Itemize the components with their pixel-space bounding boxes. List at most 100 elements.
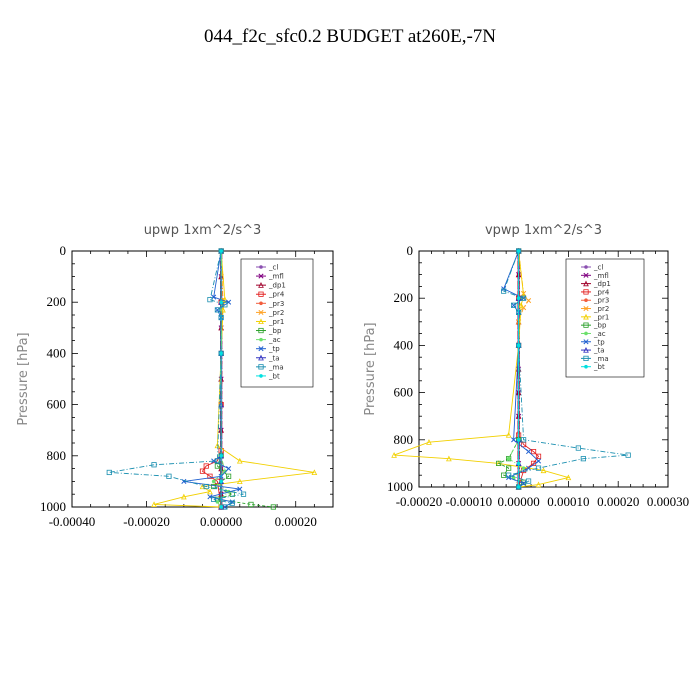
data-point: [214, 458, 221, 464]
legend-marker: [583, 280, 589, 287]
y-tick-label: 1000: [40, 499, 66, 514]
series-line: [109, 250, 244, 508]
y-axis-label: Pressure [hPa]: [363, 322, 378, 415]
legend-label: _bt: [268, 372, 280, 380]
legend-marker: [583, 289, 589, 295]
data-point: [516, 296, 521, 301]
data-point: [580, 456, 586, 462]
legend-label: _pr4: [268, 291, 285, 299]
legend-item: _bt: [256, 372, 280, 380]
legend-label: _ta: [593, 347, 605, 355]
y-tick-label: 0: [407, 243, 414, 258]
data-point: [211, 479, 216, 484]
data-point: [540, 467, 547, 474]
legend-marker: [258, 346, 264, 352]
data-point: [219, 505, 223, 509]
legend-marker: [583, 322, 589, 328]
legend-item: _bt: [581, 363, 605, 371]
x-tick-label: -0.00020: [123, 514, 170, 529]
legend-item: _pr2: [581, 305, 609, 313]
data-point: [506, 456, 512, 462]
legend-label: _tp: [268, 345, 280, 353]
legend-marker: [584, 298, 588, 303]
series-tp: [181, 248, 243, 510]
series-line: [153, 250, 315, 508]
data-point: [511, 302, 517, 308]
legend-label: _dp1: [268, 282, 286, 290]
legend-item: _tp: [581, 338, 605, 346]
data-point: [220, 306, 226, 313]
y-tick-label: 1000: [387, 479, 413, 494]
legend-marker: [258, 318, 264, 325]
legend-marker: [259, 265, 263, 269]
data-point: [270, 504, 276, 510]
data-point: [211, 496, 217, 502]
panel-vpwp: 0 200 400 600 800 1000-0.00020 -0.00010 0.00000…: [363, 223, 689, 509]
data-point: [203, 463, 209, 469]
data-point: [391, 452, 397, 458]
data-point: [219, 454, 223, 458]
legend-marker: [583, 346, 589, 353]
legend-item: _ac: [256, 336, 281, 344]
data-point: [207, 297, 213, 303]
figure-title: 044_f2c_sfc0.2 BUDGET at260E,-7N: [204, 26, 496, 47]
legend-item: _pr1: [581, 313, 609, 321]
legend-item: _pr4: [581, 288, 610, 296]
legend-label: _ma: [268, 363, 284, 371]
legend-marker: [259, 301, 263, 306]
legend-box: [565, 258, 645, 378]
legend-box: [240, 258, 314, 388]
data-point: [426, 439, 432, 445]
data-point: [151, 501, 157, 508]
data-point: [530, 448, 537, 455]
legend-label: _ma: [593, 355, 609, 363]
legend-label: _mfl: [268, 273, 284, 281]
data-point: [199, 483, 206, 490]
legend-label: _pr3: [268, 300, 284, 308]
series-line: [393, 250, 571, 488]
data-point: [506, 465, 512, 471]
y-tick-label: 400: [394, 337, 414, 352]
data-point: [225, 473, 232, 479]
data-point: [535, 458, 542, 464]
legend-label: _cl: [268, 264, 278, 272]
data-point: [207, 473, 213, 479]
legend-marker: [258, 327, 264, 334]
data-point: [565, 474, 572, 481]
legend: _cl_mfl_dp1_pr4_pr3_pr2_pr1_bp_ac_tp_ta_…: [565, 258, 645, 378]
legend-item: _mfl: [256, 273, 284, 281]
data-point: [214, 463, 221, 469]
legend-marker: [258, 309, 264, 315]
data-point: [525, 478, 532, 484]
legend-marker: [584, 331, 588, 336]
legend-item: _ac: [581, 330, 606, 338]
data-point: [521, 466, 526, 470]
y-tick-label: 0: [60, 243, 67, 258]
data-point: [207, 488, 213, 495]
y-axis-label: Pressure [hPa]: [16, 332, 31, 425]
legend-marker: [584, 265, 588, 269]
data-point: [219, 249, 223, 253]
data-point: [106, 469, 112, 476]
data-point: [526, 298, 532, 304]
series-line: [212, 251, 274, 508]
legend-label: _pr1: [268, 318, 284, 326]
data-point: [219, 351, 223, 356]
legend-label: _ta: [268, 354, 280, 362]
legend-marker: [258, 273, 264, 279]
legend-marker: [259, 337, 263, 342]
legend-label: _dp1: [593, 280, 611, 288]
data-point: [505, 431, 512, 438]
legend-marker: [258, 354, 264, 361]
data-point: [215, 500, 220, 504]
legend-marker: [583, 355, 589, 361]
data-point: [248, 501, 254, 508]
y-tick-label: 200: [47, 294, 67, 309]
legend-marker: [258, 282, 264, 288]
x-tick-label: -0.00040: [49, 514, 96, 529]
legend-marker: [584, 364, 588, 369]
data-point: [236, 457, 243, 464]
series-line: [503, 250, 629, 488]
series-bt: [516, 249, 521, 489]
x-tick-label: 0.00020: [275, 514, 317, 529]
